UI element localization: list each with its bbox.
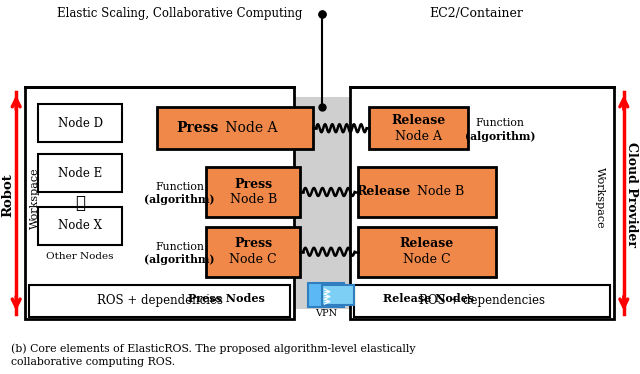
- Text: Press: Press: [177, 121, 219, 135]
- Text: VPN: VPN: [315, 309, 337, 318]
- Text: (algorithm): (algorithm): [144, 254, 215, 265]
- Bar: [157, 107, 313, 149]
- Text: Release Nodes: Release Nodes: [383, 293, 474, 304]
- Text: EC2/Container: EC2/Container: [429, 7, 524, 20]
- Text: Press: Press: [234, 178, 272, 190]
- Text: Node B: Node B: [230, 193, 277, 206]
- Bar: [25, 88, 294, 319]
- Text: Function: Function: [155, 182, 204, 192]
- Text: Press: Press: [234, 237, 272, 250]
- Text: (b) Core elements of ElasticROS. The proposed algorithm-level elastically
collab: (b) Core elements of ElasticROS. The pro…: [12, 344, 416, 367]
- Bar: [369, 107, 468, 149]
- Bar: [29, 285, 291, 316]
- Text: Release: Release: [400, 237, 454, 250]
- Text: Node A: Node A: [221, 121, 278, 135]
- Text: ROS + dependencies: ROS + dependencies: [419, 294, 545, 307]
- Text: Node E: Node E: [58, 166, 102, 180]
- Text: Other Nodes: Other Nodes: [46, 252, 114, 261]
- Text: Node C: Node C: [403, 253, 451, 266]
- Text: Node A: Node A: [396, 130, 442, 143]
- Bar: [308, 283, 344, 307]
- Text: Release: Release: [392, 114, 446, 127]
- Text: Node B: Node B: [413, 186, 464, 199]
- Text: ROS + dependencies: ROS + dependencies: [97, 294, 223, 307]
- Bar: [38, 154, 122, 192]
- Text: Elastic Scaling, Collaborative Computing: Elastic Scaling, Collaborative Computing: [57, 7, 302, 20]
- Text: Robot: Robot: [2, 173, 15, 217]
- Bar: [38, 104, 122, 142]
- Text: ⋯: ⋯: [75, 196, 85, 212]
- Bar: [349, 88, 614, 319]
- Bar: [147, 97, 604, 309]
- Text: Press Nodes: Press Nodes: [188, 293, 264, 304]
- Text: Release: Release: [356, 186, 411, 199]
- Text: (algorithm): (algorithm): [144, 194, 215, 205]
- Text: Cloud Provider: Cloud Provider: [625, 142, 638, 248]
- Text: Function: Function: [476, 118, 525, 128]
- Bar: [322, 285, 354, 304]
- Text: Node D: Node D: [58, 117, 102, 130]
- Text: Workspace: Workspace: [30, 167, 40, 229]
- Text: Function: Function: [155, 242, 204, 252]
- Bar: [38, 207, 122, 245]
- Bar: [206, 167, 300, 217]
- Text: Workspace: Workspace: [595, 167, 605, 229]
- Text: (algorithm): (algorithm): [465, 131, 536, 142]
- Bar: [354, 285, 610, 316]
- Bar: [358, 227, 496, 277]
- Text: Node C: Node C: [229, 253, 277, 266]
- Bar: [358, 167, 496, 217]
- Text: Node X: Node X: [58, 220, 102, 232]
- Bar: [206, 227, 300, 277]
